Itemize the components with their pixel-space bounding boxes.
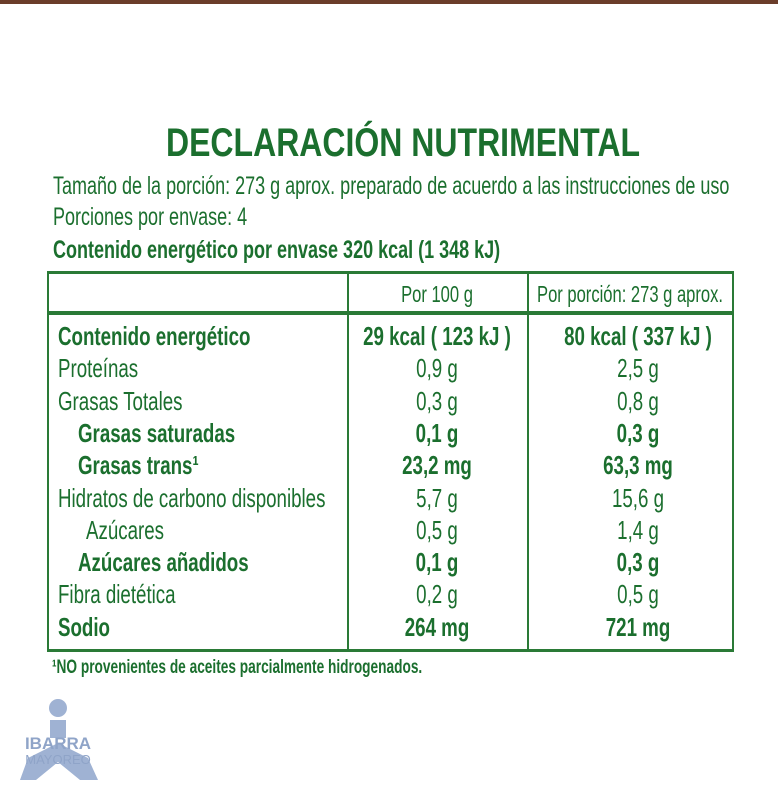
logo-sub: MAYOREO: [25, 752, 91, 767]
column-header: Por 100 g: [401, 281, 473, 307]
value-portion: 0,3 g: [616, 547, 660, 578]
nutrient-label: Azúcares añadidos: [78, 547, 249, 578]
value-portion: 63,3 mg: [603, 450, 673, 481]
value-100g: 23,2 mg: [402, 450, 472, 481]
top-edge: [0, 0, 778, 4]
rule: [527, 271, 529, 651]
logo-icon: [20, 699, 98, 780]
nutrient-label: Grasas trans¹: [78, 450, 199, 481]
rule: [347, 271, 349, 651]
rule: [47, 313, 734, 315]
value-portion: 0,3 g: [616, 417, 660, 448]
nutrient-label: Fibra dietética: [58, 579, 176, 610]
value-portion: 1,4 g: [617, 514, 659, 545]
value-portion: 0,5 g: [617, 579, 659, 610]
value-100g: 5,7 g: [416, 482, 458, 513]
value-100g: 0,5 g: [416, 514, 458, 545]
logo-name: IBARRA: [24, 734, 92, 753]
rule: [732, 271, 734, 651]
rule: [47, 649, 734, 652]
value-100g: 0,1 g: [415, 547, 459, 578]
nutrient-label: Azúcares: [86, 514, 165, 545]
value-100g: 0,3 g: [416, 385, 458, 416]
value-portion: 2,5 g: [617, 353, 659, 384]
nutrient-label: Sodio: [58, 611, 110, 642]
info-line: Tamaño de la porción: 273 g aprox. prepa…: [53, 172, 730, 200]
value-portion: 721 mg: [605, 611, 671, 642]
value-100g: 29 kcal ( 123 kJ ): [363, 321, 511, 351]
value-100g: 264 mg: [404, 611, 470, 642]
nutrient-label: Grasas Totales: [58, 385, 183, 416]
column-header: Por porción: 273 g aprox.: [537, 281, 723, 307]
value-100g: 0,2 g: [416, 579, 458, 610]
value-portion: 0,8 g: [617, 385, 659, 416]
footnote: ¹NO provenientes de aceites parcialmente…: [52, 657, 423, 678]
rule: [47, 271, 49, 651]
info-line: Contenido energético por envase 320 kcal…: [53, 236, 501, 264]
info-line: Porciones por envase: 4: [53, 203, 248, 231]
value-100g: 0,9 g: [416, 353, 458, 384]
nutrient-label: Hidratos de carbono disponibles: [58, 482, 326, 513]
title: DECLARACIÓN NUTRIMENTAL: [165, 121, 641, 165]
value-100g: 0,1 g: [415, 417, 459, 448]
rule: [47, 311, 734, 313]
value-portion: 80 kcal ( 337 kJ ): [564, 321, 712, 351]
nutrient-label: Grasas saturadas: [78, 417, 236, 448]
rule: [47, 271, 734, 274]
value-portion: 15,6 g: [611, 482, 665, 513]
nutrient-label: Proteínas: [58, 353, 139, 384]
nutrient-label: Contenido energético: [58, 321, 251, 351]
